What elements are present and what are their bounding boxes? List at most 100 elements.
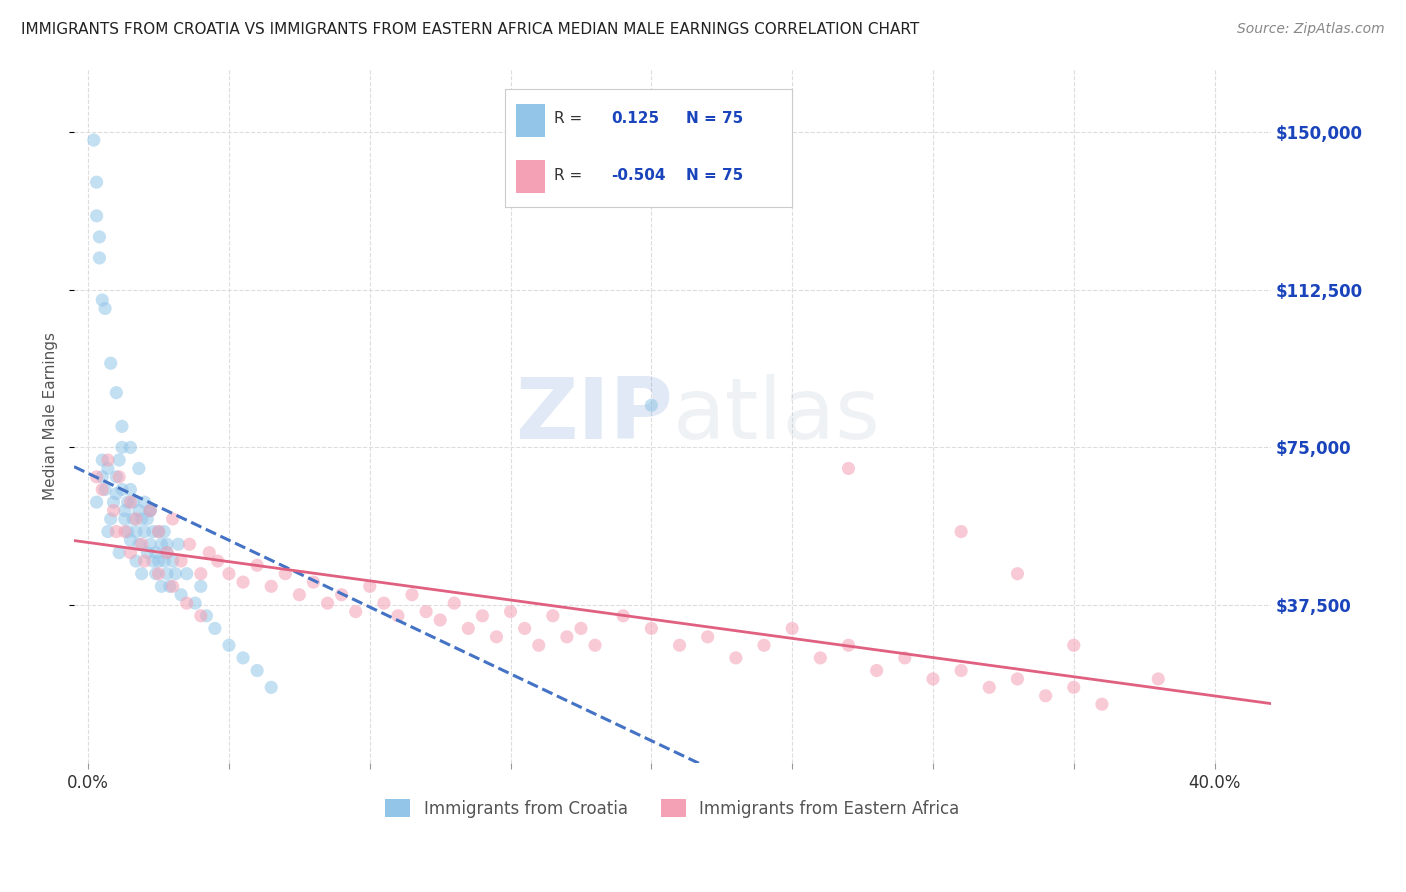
Point [156, 537, 179, 551]
Point [1007, 672, 1029, 686]
Point [837, 638, 859, 652]
Point [1035, 689, 1057, 703]
Text: IMMIGRANTS FROM CROATIA VS IMMIGRANTS FROM EASTERN AFRICA MEDIAN MALE EARNINGS C: IMMIGRANTS FROM CROATIA VS IMMIGRANTS FR… [21, 22, 920, 37]
Text: Source: ZipAtlas.com: Source: ZipAtlas.com [1237, 22, 1385, 37]
Point [170, 588, 193, 602]
Point [131, 512, 153, 526]
Point [162, 579, 184, 593]
Point [541, 608, 564, 623]
Point [139, 537, 162, 551]
Point [139, 503, 162, 517]
Point [120, 546, 142, 560]
Point [344, 605, 367, 619]
Point [569, 622, 592, 636]
Point [612, 608, 634, 623]
Point [114, 512, 136, 526]
Point [979, 681, 1001, 695]
Point [499, 605, 522, 619]
Point [696, 630, 718, 644]
Point [866, 664, 889, 678]
Point [232, 575, 254, 590]
Point [97, 524, 120, 539]
Point [111, 483, 134, 497]
Point [232, 651, 254, 665]
Point [108, 470, 131, 484]
Point [195, 608, 218, 623]
Point [246, 558, 269, 573]
Point [134, 554, 156, 568]
Point [136, 546, 159, 560]
Point [114, 503, 136, 517]
Point [922, 672, 945, 686]
Point [120, 533, 142, 547]
Point [780, 622, 803, 636]
Point [752, 638, 775, 652]
Point [103, 503, 125, 517]
Point [316, 596, 339, 610]
Text: ZIP: ZIP [515, 375, 672, 458]
Point [457, 622, 479, 636]
Point [246, 664, 269, 678]
Point [176, 566, 198, 581]
Point [91, 293, 114, 307]
Point [145, 546, 167, 560]
Point [1091, 697, 1114, 711]
Point [288, 588, 311, 602]
Point [100, 512, 122, 526]
Point [111, 441, 134, 455]
Point [555, 630, 578, 644]
Point [131, 537, 153, 551]
Point [640, 398, 662, 412]
Point [260, 579, 283, 593]
Point [1063, 638, 1085, 652]
Point [91, 483, 114, 497]
Point [97, 453, 120, 467]
Point [179, 537, 201, 551]
Point [894, 651, 917, 665]
Point [86, 495, 108, 509]
Legend: Immigrants from Croatia, Immigrants from Eastern Africa: Immigrants from Croatia, Immigrants from… [378, 793, 966, 824]
Point [837, 461, 859, 475]
Point [142, 554, 165, 568]
Point [162, 554, 184, 568]
Point [156, 566, 179, 581]
Point [89, 251, 111, 265]
Point [176, 596, 198, 610]
Point [105, 385, 128, 400]
Point [373, 596, 395, 610]
Point [105, 486, 128, 500]
Point [156, 546, 179, 560]
Point [148, 554, 170, 568]
Point [100, 356, 122, 370]
Point [950, 524, 973, 539]
Point [527, 638, 550, 652]
Point [83, 133, 105, 147]
Point [274, 566, 297, 581]
Point [108, 546, 131, 560]
Point [86, 175, 108, 189]
Point [668, 638, 690, 652]
Point [184, 596, 207, 610]
Point [302, 575, 325, 590]
Point [153, 524, 176, 539]
Point [86, 470, 108, 484]
Point [150, 579, 173, 593]
Point [190, 566, 212, 581]
Point [204, 622, 226, 636]
Point [103, 495, 125, 509]
Point [125, 554, 148, 568]
Point [148, 566, 170, 581]
Point [142, 524, 165, 539]
Point [139, 503, 162, 517]
Point [111, 419, 134, 434]
Point [153, 554, 176, 568]
Point [117, 495, 139, 509]
Point [165, 566, 187, 581]
Point [91, 453, 114, 467]
Point [122, 495, 145, 509]
Point [139, 503, 162, 517]
Point [198, 546, 221, 560]
Point [120, 495, 142, 509]
Point [114, 524, 136, 539]
Point [359, 579, 381, 593]
